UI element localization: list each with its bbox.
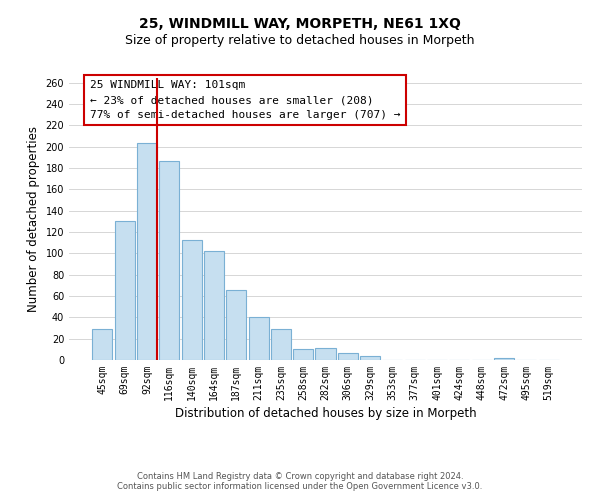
X-axis label: Distribution of detached houses by size in Morpeth: Distribution of detached houses by size …: [175, 407, 476, 420]
Bar: [338, 352, 358, 360]
Bar: [248, 318, 269, 360]
Bar: [293, 350, 313, 360]
Bar: [182, 240, 202, 360]
Text: Contains public sector information licensed under the Open Government Licence v3: Contains public sector information licen…: [118, 482, 482, 491]
Bar: [137, 142, 157, 360]
Text: Contains HM Land Registry data © Crown copyright and database right 2024.: Contains HM Land Registry data © Crown c…: [137, 472, 463, 481]
Bar: [115, 222, 135, 360]
Bar: [271, 329, 291, 360]
Bar: [159, 160, 179, 360]
Text: 25, WINDMILL WAY, MORPETH, NE61 1XQ: 25, WINDMILL WAY, MORPETH, NE61 1XQ: [139, 18, 461, 32]
Text: 25 WINDMILL WAY: 101sqm
← 23% of detached houses are smaller (208)
77% of semi-d: 25 WINDMILL WAY: 101sqm ← 23% of detache…: [89, 80, 400, 120]
Bar: [204, 252, 224, 360]
Bar: [92, 329, 112, 360]
Bar: [360, 356, 380, 360]
Text: Size of property relative to detached houses in Morpeth: Size of property relative to detached ho…: [125, 34, 475, 47]
Y-axis label: Number of detached properties: Number of detached properties: [27, 126, 40, 312]
Bar: [226, 290, 246, 360]
Bar: [494, 358, 514, 360]
Bar: [316, 348, 335, 360]
